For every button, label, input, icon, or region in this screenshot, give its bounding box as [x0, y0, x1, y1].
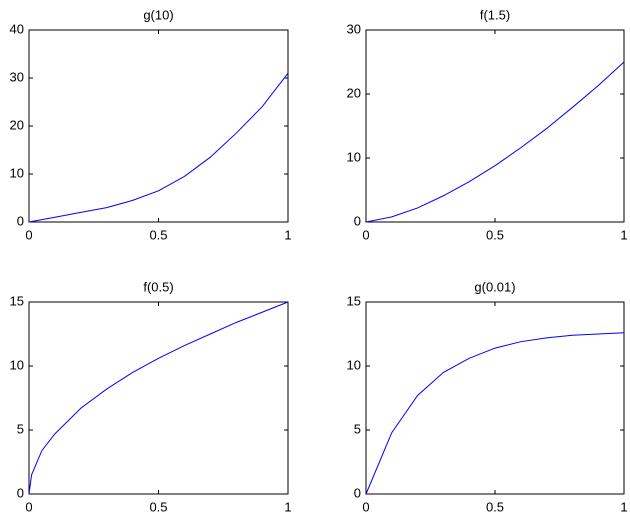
- y-tick-label: 10: [347, 357, 361, 372]
- y-tick-label: 15: [347, 293, 361, 308]
- x-tick-label: 0: [25, 499, 32, 514]
- chart-title: g(10): [143, 7, 173, 22]
- data-line: [365, 332, 625, 495]
- y-tick-label: 20: [347, 85, 361, 100]
- y-tick-label: 5: [354, 421, 361, 436]
- y-tick-label: 5: [17, 421, 24, 436]
- chart-title: f(1.5): [480, 7, 510, 22]
- x-tick-label: 0: [25, 227, 32, 242]
- y-tick-label: 0: [354, 485, 361, 500]
- x-tick-label: 1: [620, 499, 627, 514]
- chart-title: g(0.01): [474, 279, 515, 294]
- x-tick-label: 1: [620, 227, 627, 242]
- y-tick-label: 15: [10, 293, 24, 308]
- y-tick-label: 10: [10, 357, 24, 372]
- x-tick-label: 1: [284, 499, 291, 514]
- x-tick-label: 0.5: [486, 227, 504, 242]
- y-tick-label: 30: [347, 21, 361, 36]
- y-tick-label: 0: [354, 213, 361, 228]
- x-tick-label: 0: [362, 499, 369, 514]
- axes-frame: [28, 29, 289, 223]
- axes-frame: [28, 301, 289, 495]
- x-tick-label: 0.5: [486, 499, 504, 514]
- y-tick-label: 30: [10, 69, 24, 84]
- y-tick-label: 10: [10, 165, 24, 180]
- x-tick-label: 0.5: [149, 499, 167, 514]
- y-tick-label: 0: [17, 485, 24, 500]
- x-tick-label: 0: [362, 227, 369, 242]
- data-line: [28, 301, 289, 495]
- y-tick-label: 10: [347, 149, 361, 164]
- y-tick-label: 40: [10, 21, 24, 36]
- axes-frame: [365, 301, 625, 495]
- data-line: [365, 61, 625, 223]
- chart-title: f(0.5): [143, 279, 173, 294]
- x-tick-label: 1: [284, 227, 291, 242]
- axes-frame: [365, 29, 625, 223]
- y-tick-label: 0: [17, 213, 24, 228]
- x-tick-label: 0.5: [149, 227, 167, 242]
- y-tick-label: 20: [10, 117, 24, 132]
- data-line: [28, 72, 289, 223]
